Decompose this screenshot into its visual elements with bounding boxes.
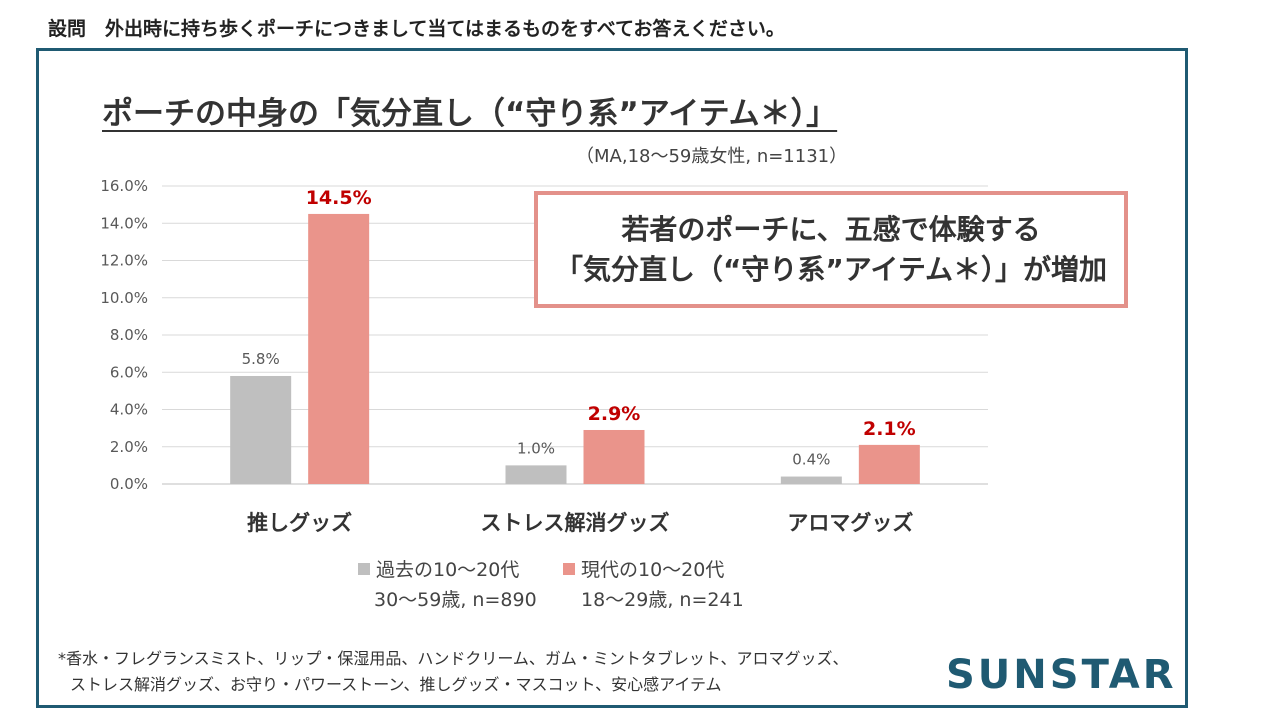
legend-swatch-present xyxy=(563,563,575,575)
data-label: 14.5% xyxy=(306,187,372,209)
chart-subtitle: （MA,18～59歳女性, n=1131） xyxy=(576,146,848,167)
x-category-label: ストレス解消グッズ xyxy=(481,511,670,535)
y-tick-label: 10.0% xyxy=(100,289,148,307)
data-label: 1.0% xyxy=(517,439,555,457)
data-label: 5.8% xyxy=(242,350,280,368)
y-tick-label: 6.0% xyxy=(110,363,148,381)
legend-label-past: 過去の10～20代 xyxy=(376,559,520,581)
bar xyxy=(505,465,567,484)
y-tick-label: 14.0% xyxy=(100,214,148,232)
footnote: *香水・フレグランスミスト、リップ・保湿用品、ハンドクリーム、ガム・ミントタブレ… xyxy=(58,646,849,698)
y-tick-label: 2.0% xyxy=(110,438,148,456)
chart-title: ポーチの中身の「気分直し（“守り系”アイテム＊）」 xyxy=(102,96,838,132)
legend-sample-past: 30～59歳, n=890 xyxy=(374,589,537,611)
data-label: 0.4% xyxy=(792,451,830,469)
bar xyxy=(230,375,292,484)
callout-line-1: 若者のポーチに、五感で体験する xyxy=(621,212,1041,246)
y-tick-label: 16.0% xyxy=(100,177,148,195)
y-tick-label: 8.0% xyxy=(110,326,148,344)
data-label: 2.1% xyxy=(863,418,916,440)
footnote-line-1: *香水・フレグランスミスト、リップ・保湿用品、ハンドクリーム、ガム・ミントタブレ… xyxy=(58,649,849,668)
bar xyxy=(308,213,370,484)
legend-item-past: 過去の10～20代 30～59歳, n=890 xyxy=(358,555,537,615)
legend-item-present: 現代の10～20代 18～29歳, n=241 xyxy=(563,555,744,615)
data-label: 2.9% xyxy=(588,403,641,425)
callout-box: 若者のポーチに、五感で体験する 「気分直し（“守り系”アイテム＊）」が増加 xyxy=(534,191,1128,308)
legend-swatch-past xyxy=(358,563,370,575)
legend-sample-present: 18～29歳, n=241 xyxy=(581,589,744,611)
callout-line-2: 「気分直し（“守り系”アイテム＊）」が増加 xyxy=(554,252,1107,286)
footnote-line-2: ストレス解消グッズ、お守り・パワーストーン、推しグッズ・マスコット、安心感アイテ… xyxy=(70,675,722,694)
x-category-label: 推しグッズ xyxy=(247,511,352,535)
legend-label-present: 現代の10～20代 xyxy=(581,559,725,581)
slide-frame xyxy=(36,48,1188,708)
x-category-label: アロマグッズ xyxy=(787,511,913,535)
bar xyxy=(583,429,645,484)
y-tick-label: 12.0% xyxy=(100,252,148,270)
sunstar-logo: SUNSTAR xyxy=(946,652,1177,698)
bar xyxy=(780,476,842,484)
question-text: 設問 外出時に持ち歩くポーチにつきまして当てはまるものをすべてお答えください。 xyxy=(48,18,785,40)
y-tick-label: 0.0% xyxy=(110,475,148,493)
y-tick-label: 4.0% xyxy=(110,401,148,419)
bar xyxy=(858,444,920,484)
